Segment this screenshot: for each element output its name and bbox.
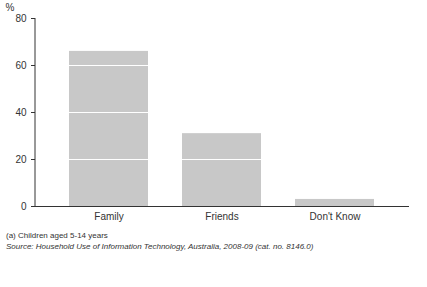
svg-text:60: 60 [15,60,27,71]
svg-text:80: 80 [15,13,27,24]
html-text:(a) Children aged 5-14 years: (a) Children aged 5-14 years [6,231,108,240]
svg-text:0: 0 [21,201,27,212]
svg-text:Friends: Friends [205,211,238,222]
html-text:Source: Household Use of Infor: Source: Household Use of Information Tec… [6,242,314,251]
svg-text:%: % [6,2,15,13]
svg-text:Family: Family [94,211,123,222]
svg-text:Don't Know: Don't Know [310,211,362,222]
svg-text:40: 40 [15,107,27,118]
svg-text:20: 20 [15,154,27,165]
